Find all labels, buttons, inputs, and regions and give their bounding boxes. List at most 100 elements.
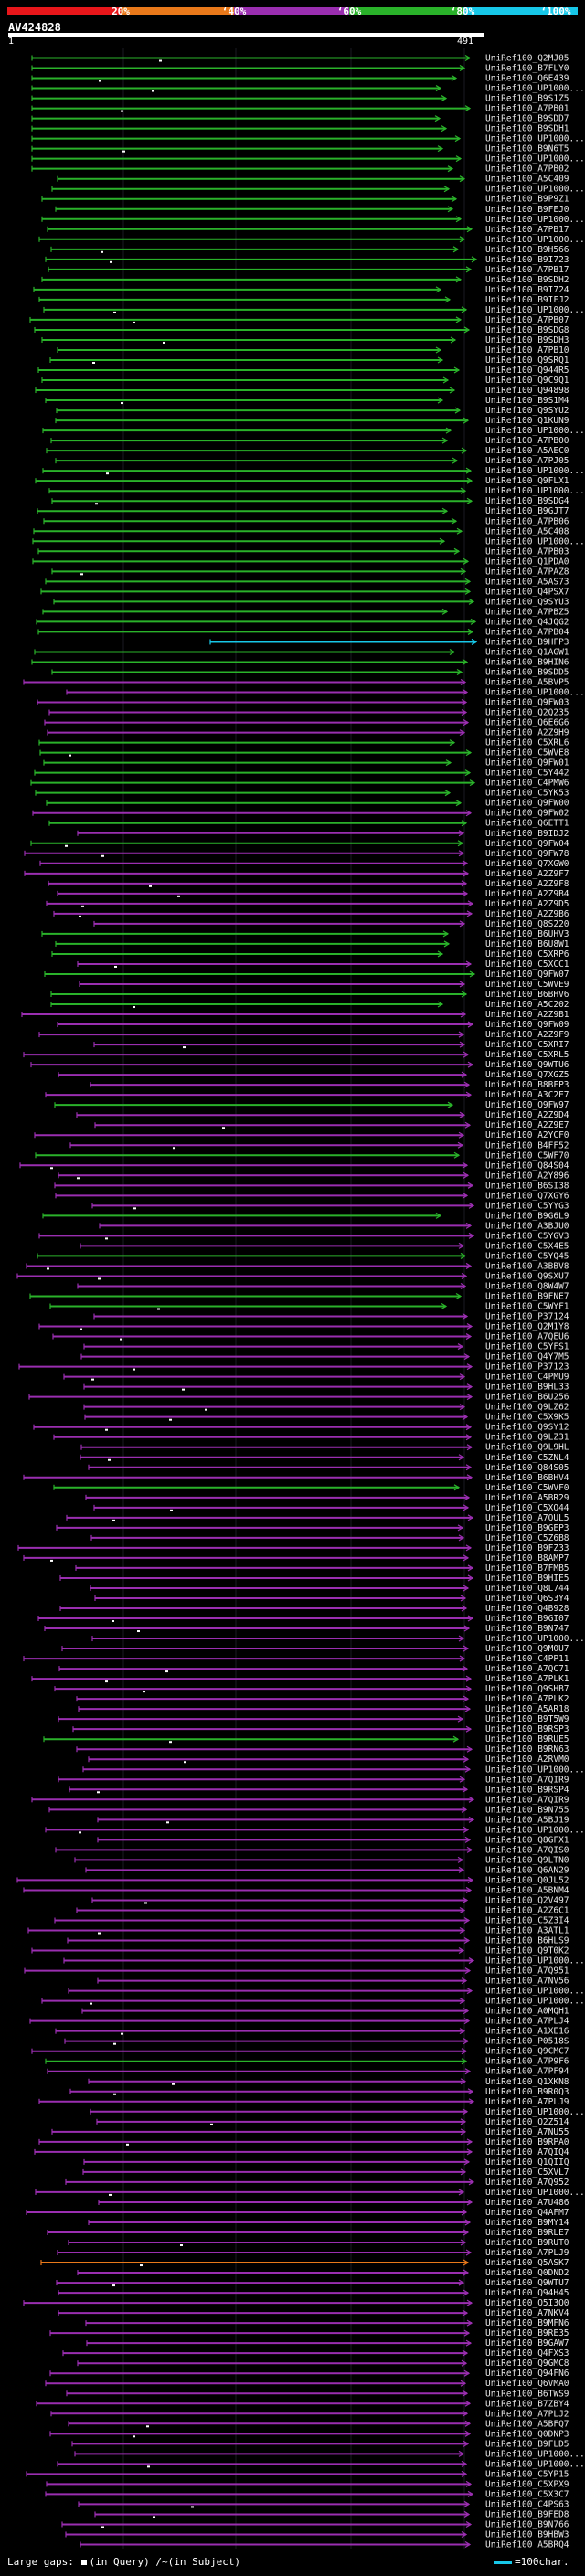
hit-label[interactable]: UniRef100_A2Z9F7: [485, 869, 569, 879]
hit-label[interactable]: UniRef100_C5Y442: [485, 769, 569, 779]
hit-label[interactable]: UniRef100_A5C409: [485, 175, 569, 185]
hit-label[interactable]: UniRef100_Q9L9HL: [485, 1443, 569, 1453]
hit-label[interactable]: UniRef100_C5WF70: [485, 1150, 569, 1161]
hit-label[interactable]: UniRef100_A5BNM4: [485, 1885, 569, 1895]
hit-label[interactable]: UniRef100_B9HIN6: [485, 657, 569, 667]
hit-label[interactable]: UniRef100_B9I723: [485, 255, 569, 265]
hit-label[interactable]: UniRef100_Q4B928: [485, 1604, 569, 1614]
hit-label[interactable]: UniRef100_A7Q951: [485, 1966, 569, 1977]
hit-label[interactable]: UniRef100_A3C2E7: [485, 1090, 569, 1100]
hit-label[interactable]: UniRef100_Q9FW78: [485, 849, 569, 859]
hit-label[interactable]: UniRef100_A7PLK2: [485, 1694, 569, 1704]
hit-label[interactable]: UniRef100_A7PJ05: [485, 456, 569, 466]
hit-label[interactable]: UniRef100_C5XRI7: [485, 1040, 569, 1050]
hit-label[interactable]: UniRef100_B9S1Z5: [485, 94, 569, 104]
hit-label[interactable]: UniRef100_Q9WTU7: [485, 2278, 569, 2288]
hit-label[interactable]: UniRef100_Q5ASK7: [485, 2258, 569, 2268]
hit-label[interactable]: UniRef100_C5WVF0: [485, 1483, 569, 1493]
hit-label[interactable]: UniRef100_A5C202: [485, 1000, 569, 1010]
hit-label[interactable]: UniRef100_Q7XGW0: [485, 859, 569, 869]
hit-label[interactable]: UniRef100_P37123: [485, 1362, 569, 1373]
hit-label[interactable]: UniRef100_Q9GMC8: [485, 2359, 569, 2369]
hit-label[interactable]: UniRef100_UP1000...: [485, 1997, 585, 2007]
hit-label[interactable]: UniRef100_Q9WTU6: [485, 1060, 569, 1070]
hit-label[interactable]: UniRef100_A3BJU0: [485, 1221, 569, 1231]
hit-label[interactable]: UniRef100_A2Z9B6: [485, 909, 569, 919]
hit-label[interactable]: UniRef100_B9N766: [485, 2519, 569, 2529]
hit-label[interactable]: UniRef100_Q9T0K2: [485, 1946, 569, 1956]
hit-label[interactable]: UniRef100_A7NV56: [485, 1977, 569, 1987]
hit-label[interactable]: UniRef100_A2Z9D4: [485, 1110, 569, 1120]
hit-label[interactable]: UniRef100_Q9SYU3: [485, 597, 569, 607]
hit-label[interactable]: UniRef100_B7FLY0: [485, 64, 569, 74]
hit-label[interactable]: UniRef100_Q9FW00: [485, 799, 569, 809]
hit-label[interactable]: UniRef100_UP1000...: [485, 466, 585, 476]
hit-label[interactable]: UniRef100_A5BR29: [485, 1493, 569, 1503]
hit-label[interactable]: UniRef100_Q6E6G6: [485, 718, 569, 728]
hit-label[interactable]: UniRef100_Q1AGW1: [485, 647, 569, 657]
hit-label[interactable]: UniRef100_C5Z3I4: [485, 1915, 569, 1925]
hit-label[interactable]: UniRef100_C5ZNL4: [485, 1453, 569, 1463]
hit-label[interactable]: UniRef100_B6BHV6: [485, 990, 569, 1000]
hit-label[interactable]: UniRef100_A7PB10: [485, 345, 569, 355]
hit-label[interactable]: UniRef100_Q2V497: [485, 1895, 569, 1905]
hit-label[interactable]: UniRef100_C4PMW6: [485, 779, 569, 789]
hit-label[interactable]: UniRef100_B9RSP3: [485, 1724, 569, 1734]
hit-label[interactable]: UniRef100_B9N6T5: [485, 144, 569, 154]
hit-label[interactable]: UniRef100_A7PBZ5: [485, 607, 569, 617]
hit-label[interactable]: UniRef100_C5XPX9: [485, 2479, 569, 2489]
hit-label[interactable]: UniRef100_A7PB04: [485, 627, 569, 637]
hit-label[interactable]: UniRef100_A2Z9F9: [485, 1030, 569, 1040]
hit-label[interactable]: UniRef100_Q8GFX1: [485, 1835, 569, 1845]
hit-label[interactable]: UniRef100_B9RE35: [485, 2328, 569, 2338]
hit-label[interactable]: UniRef100_Q94FN6: [485, 2369, 569, 2379]
hit-label[interactable]: UniRef100_B9RN63: [485, 1744, 569, 1754]
hit-label[interactable]: UniRef100_Q94H45: [485, 2288, 569, 2298]
hit-label[interactable]: UniRef100_B6U256: [485, 1393, 569, 1403]
hit-label[interactable]: UniRef100_B9I724: [485, 285, 569, 295]
hit-label[interactable]: UniRef100_B9HL33: [485, 1383, 569, 1393]
hit-label[interactable]: UniRef100_Q9FW02: [485, 809, 569, 819]
hit-label[interactable]: UniRef100_A5BFQ7: [485, 2419, 569, 2429]
hit-label[interactable]: UniRef100_C5XQ44: [485, 1503, 569, 1513]
hit-label[interactable]: UniRef100_Q7XGY6: [485, 1191, 569, 1201]
hit-label[interactable]: UniRef100_UP1000...: [485, 426, 585, 436]
hit-label[interactable]: UniRef100_UP1000...: [485, 1825, 585, 1835]
hit-label[interactable]: UniRef100_B9HBW3: [485, 2529, 569, 2539]
hit-label[interactable]: UniRef100_Q8S220: [485, 919, 569, 929]
hit-label[interactable]: UniRef100_B9SDG4: [485, 496, 569, 506]
hit-label[interactable]: UniRef100_A7PAZ8: [485, 567, 569, 577]
hit-label[interactable]: UniRef100_Q0DNP3: [485, 2429, 569, 2439]
hit-label[interactable]: UniRef100_B9G6L9: [485, 1211, 569, 1221]
hit-label[interactable]: UniRef100_B9GEP3: [485, 1523, 569, 1533]
hit-label[interactable]: UniRef100_B9IFJ2: [485, 295, 569, 305]
hit-label[interactable]: UniRef100_B9GI07: [485, 1614, 569, 1624]
hit-label[interactable]: UniRef100_A3ATL1: [485, 1926, 569, 1936]
hit-label[interactable]: UniRef100_B9SDD5: [485, 667, 569, 677]
hit-label[interactable]: UniRef100_Q9FW04: [485, 839, 569, 849]
hit-label[interactable]: UniRef100_B7ZBY4: [485, 2399, 569, 2409]
hit-label[interactable]: UniRef100_Q9LZ31: [485, 1433, 569, 1443]
hit-label[interactable]: UniRef100_B9MFN6: [485, 2318, 569, 2328]
hit-label[interactable]: UniRef100_Q8W4W7: [485, 1281, 569, 1291]
hit-label[interactable]: UniRef100_B9S1M4: [485, 396, 569, 406]
hit-label[interactable]: UniRef100_A7PB07: [485, 315, 569, 325]
hit-label[interactable]: UniRef100_C5YP15: [485, 2469, 569, 2479]
hit-label[interactable]: UniRef100_Q9SYU2: [485, 406, 569, 416]
hit-label[interactable]: UniRef100_B9FZ33: [485, 1543, 569, 1553]
hit-label[interactable]: UniRef100_B9SDH1: [485, 124, 569, 134]
hit-label[interactable]: UniRef100_A7PLJ2: [485, 2409, 569, 2419]
hit-label[interactable]: UniRef100_B6HLS9: [485, 1936, 569, 1946]
hit-label[interactable]: UniRef100_B9HIE5: [485, 1574, 569, 1584]
hit-label[interactable]: UniRef100_C5XRP6: [485, 949, 569, 959]
hit-label[interactable]: UniRef100_Q84S05: [485, 1463, 569, 1473]
hit-label[interactable]: UniRef100_A7PLK1: [485, 1674, 569, 1684]
hit-label[interactable]: UniRef100_B9N747: [485, 1624, 569, 1634]
hit-label[interactable]: UniRef100_A2Z6C1: [485, 1905, 569, 1915]
hit-label[interactable]: UniRef100_Q9SHB7: [485, 1684, 569, 1694]
hit-label[interactable]: UniRef100_Q9C9Q1: [485, 376, 569, 386]
hit-label[interactable]: UniRef100_B9SDH3: [485, 335, 569, 345]
hit-label[interactable]: UniRef100_Q9CMC7: [485, 2047, 569, 2057]
hit-label[interactable]: UniRef100_Q9FW09: [485, 1020, 569, 1030]
hit-label[interactable]: UniRef100_A5C408: [485, 526, 569, 536]
